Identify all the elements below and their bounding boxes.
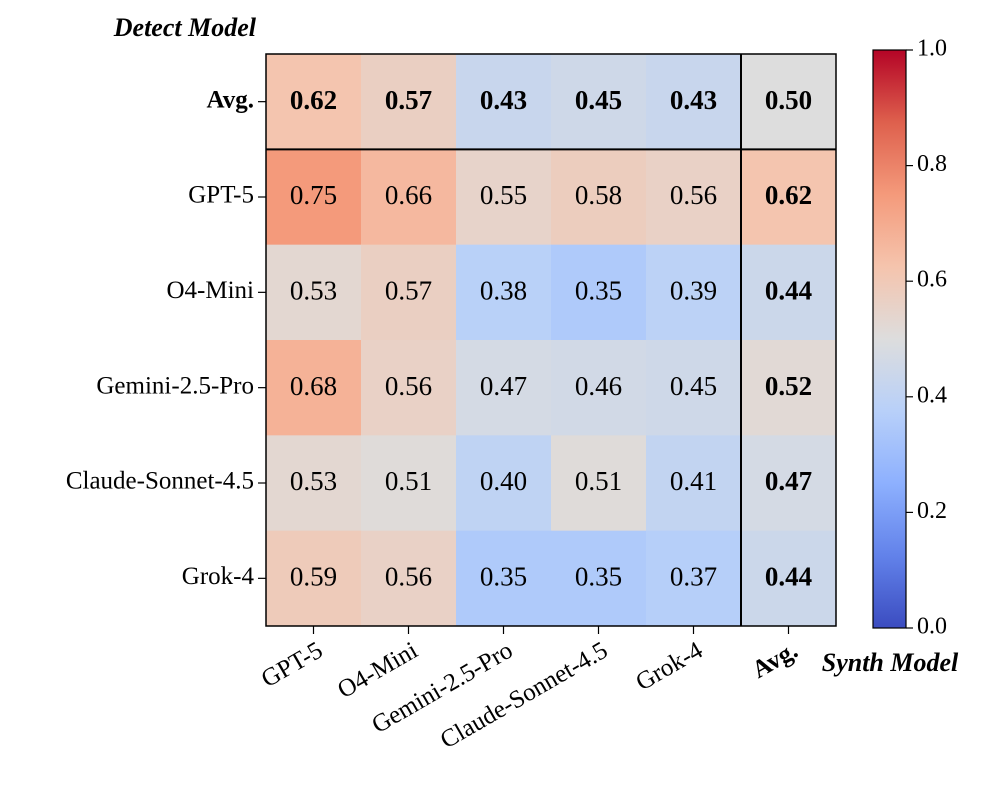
cell-label: 0.53 [290, 466, 337, 496]
heatmap-cell [456, 340, 552, 436]
cell-label: 0.55 [480, 180, 527, 210]
heatmap-cell [456, 244, 552, 341]
heatmap-cell [551, 149, 647, 246]
colorbar-tick-label: 0.8 [917, 151, 947, 177]
colorbar-tick-label: 0.4 [917, 382, 947, 408]
heatmap-cell [266, 54, 362, 150]
plot-frame [265, 53, 837, 627]
cell-label: 0.44 [765, 276, 812, 306]
cell-label: 0.35 [480, 562, 527, 592]
cell-label: 0.43 [670, 85, 717, 115]
cell-label: 0.52 [765, 371, 812, 401]
heatmap-cell [361, 530, 457, 627]
heatmap-cell [456, 435, 552, 532]
cell-label: 0.75 [290, 180, 337, 210]
y-tick-label: Avg. [207, 86, 254, 113]
cell-label: 0.68 [290, 371, 337, 401]
heatmap-cell [741, 340, 837, 436]
colorbar [872, 49, 907, 629]
cell-label: 0.51 [575, 466, 622, 496]
cell-label: 0.56 [385, 562, 432, 592]
x-tick-label: Grok-4 [631, 637, 707, 697]
heatmap-cell [646, 54, 742, 150]
cell-label: 0.35 [575, 562, 622, 592]
cell-label: 0.53 [290, 276, 337, 306]
x-tick-label: GPT-5 [257, 637, 327, 693]
y-axis-title: Detect Model [113, 13, 257, 42]
cell-label: 0.35 [575, 276, 622, 306]
colorbar-tick-label: 1.0 [917, 36, 947, 62]
x-tick-label: Claude-Sonnet-4.5 [436, 637, 612, 754]
heatmap-cell [646, 530, 742, 627]
cell-label: 0.56 [670, 180, 717, 210]
heatmap-cell [551, 530, 647, 627]
cell-label: 0.47 [765, 466, 812, 496]
cell-label: 0.47 [480, 371, 527, 401]
heatmap-cell [266, 530, 362, 627]
heatmap-cell [456, 149, 552, 246]
heatmap-cell [741, 530, 837, 627]
heatmap-cell [361, 340, 457, 436]
cell-label: 0.58 [575, 180, 622, 210]
heatmap-cell [551, 54, 647, 150]
y-tick-label: Claude-Sonnet-4.5 [66, 468, 254, 495]
heatmap-cell [266, 340, 362, 436]
y-tick-label: Grok-4 [182, 563, 255, 590]
cell-label: 0.59 [290, 562, 337, 592]
heatmap-cell [741, 149, 837, 246]
cell-label: 0.66 [385, 180, 432, 210]
x-axis-title: Synth Model [822, 648, 959, 677]
heatmap-cell [456, 530, 552, 627]
cell-label: 0.37 [670, 562, 717, 592]
cell-label: 0.41 [670, 466, 717, 496]
heatmap-cell [646, 149, 742, 246]
colorbar-tick-label: 0.2 [917, 498, 947, 524]
heatmap-cell [741, 435, 837, 532]
y-tick-label: Gemini-2.5-Pro [96, 372, 254, 399]
cell-label: 0.57 [385, 276, 432, 306]
cell-label: 0.40 [480, 466, 527, 496]
heatmap-cell [741, 54, 837, 150]
cell-label: 0.39 [670, 276, 717, 306]
y-tick-label: O4-Mini [167, 277, 255, 304]
heatmap-cell [266, 149, 362, 246]
x-tick-label: Avg. [748, 637, 803, 684]
heatmap-cell [266, 244, 362, 341]
heatmap-cell [266, 435, 362, 532]
heatmap-cell [741, 244, 837, 341]
heatmap-cell [551, 244, 647, 341]
cell-label: 0.44 [765, 562, 812, 592]
heatmap-cell [361, 54, 457, 150]
cell-label: 0.57 [385, 85, 432, 115]
heatmap-cell [646, 340, 742, 436]
heatmap-cell [551, 340, 647, 436]
heatmap-cell [361, 244, 457, 341]
heatmap-cell [646, 435, 742, 532]
cell-label: 0.50 [765, 85, 812, 115]
heatmap-cell [361, 149, 457, 246]
cell-label: 0.62 [290, 85, 337, 115]
cell-label: 0.43 [480, 85, 527, 115]
cell-label: 0.51 [385, 466, 432, 496]
cell-label: 0.46 [575, 371, 622, 401]
cell-label: 0.62 [765, 180, 812, 210]
cell-label: 0.38 [480, 276, 527, 306]
heatmap-cell [646, 244, 742, 341]
heatmap-cell [361, 435, 457, 532]
heatmap-cell [456, 54, 552, 150]
colorbar-tick-label: 0.6 [917, 267, 947, 293]
cell-label: 0.45 [670, 371, 717, 401]
colorbar-tick-label: 0.0 [917, 614, 947, 640]
y-tick-label: GPT-5 [188, 182, 254, 209]
cell-label: 0.56 [385, 371, 432, 401]
heatmap-cell [551, 435, 647, 532]
cell-label: 0.45 [575, 85, 622, 115]
